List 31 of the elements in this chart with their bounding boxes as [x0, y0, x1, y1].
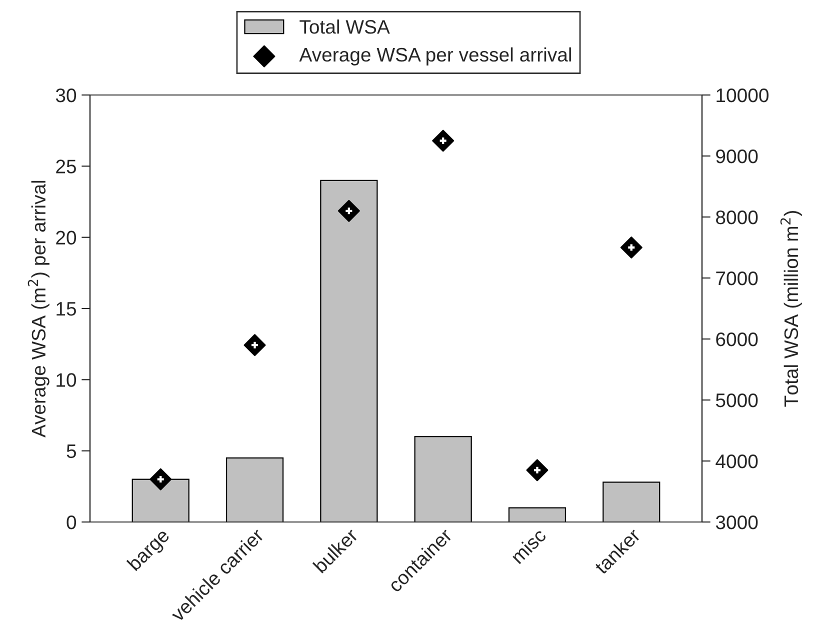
- point: [244, 334, 266, 356]
- point: [620, 236, 642, 258]
- x-tick-label: misc: [510, 527, 547, 564]
- y2-tick-label: 9000: [716, 149, 758, 164]
- legend-label: Total WSA: [300, 20, 390, 34]
- y-tick-label: 15: [56, 302, 76, 316]
- y2-tick-label: 6000: [716, 332, 758, 346]
- y-tick-label: 20: [56, 230, 76, 245]
- y-tick-label: 25: [56, 160, 76, 174]
- point: [526, 459, 548, 482]
- point: [432, 130, 454, 152]
- y-axis-title: Average WSA (m$^{2}$) per arrival: [28, 180, 50, 438]
- y2-tick-label: 8000: [716, 210, 758, 224]
- point: [150, 468, 172, 490]
- y2-tick-label: 7000: [716, 271, 758, 286]
- bar: [414, 436, 472, 522]
- point: [338, 200, 360, 222]
- bar: [508, 507, 566, 522]
- y-tick-label: 0: [66, 515, 76, 530]
- y2-axis-title: Total WSA (million m$^{2}$): [780, 211, 802, 407]
- y2-tick-label: 4000: [716, 454, 758, 468]
- y2-tick-label: 10000: [716, 88, 769, 102]
- y-tick-label: 5: [66, 444, 76, 458]
- bar: [320, 180, 378, 522]
- bar: [226, 457, 284, 522]
- y-tick-label: 10: [56, 373, 76, 387]
- legend-label: Average WSA per vessel arrival: [299, 47, 571, 66]
- bar: [602, 482, 660, 522]
- y2-tick-label: 5000: [716, 393, 758, 408]
- y2-tick-label: 3000: [716, 515, 758, 530]
- y-tick-label: 30: [56, 88, 76, 102]
